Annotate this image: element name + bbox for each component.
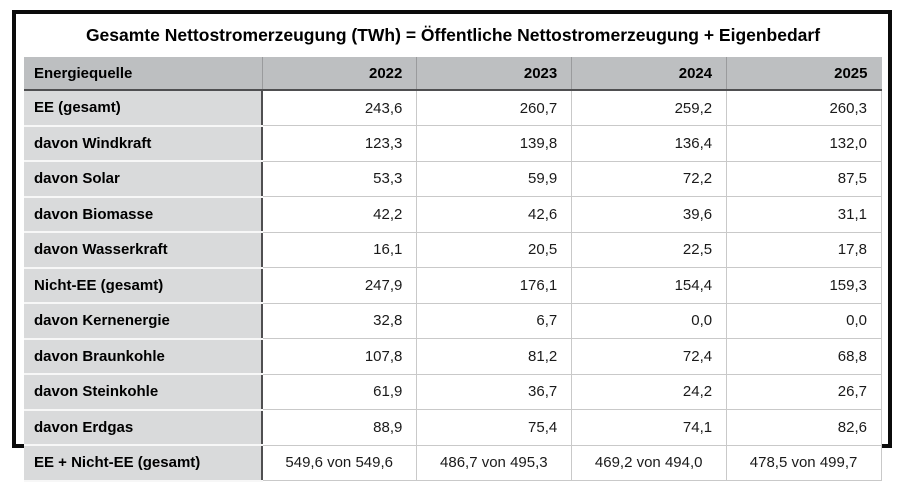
cell-2023: 42,6 — [416, 196, 573, 233]
cell-2025: 132,0 — [726, 125, 882, 162]
cell-2025: 478,5 von 499,7 — [726, 445, 882, 481]
table-row: Nicht-EE (gesamt) 247,9 176,1 154,4 159,… — [24, 267, 882, 304]
row-label: davon Solar — [24, 161, 263, 198]
cell-2024: 136,4 — [571, 125, 728, 162]
cell-2023: 75,4 — [416, 409, 573, 446]
cell-2023: 486,7 von 495,3 — [416, 445, 573, 481]
cell-2023: 59,9 — [416, 161, 573, 197]
cell-2024: 469,2 von 494,0 — [571, 445, 728, 481]
cell-2024: 39,6 — [571, 196, 728, 233]
cell-2025: 82,6 — [726, 409, 882, 446]
cell-2024: 22,5 — [571, 232, 728, 268]
column-header-2024: 2024 — [571, 57, 727, 91]
cell-2024: 72,4 — [571, 338, 728, 375]
cell-2023: 81,2 — [416, 338, 573, 375]
cell-2022: 42,2 — [262, 196, 418, 233]
cell-2023: 260,7 — [416, 90, 573, 126]
cell-2024: 24,2 — [571, 374, 728, 410]
page-title: Gesamte Nettostromerzeugung (TWh) = Öffe… — [85, 25, 821, 45]
cell-2025: 31,1 — [726, 196, 882, 233]
cell-2024: 74,1 — [571, 409, 728, 446]
cell-2023: 176,1 — [416, 267, 573, 304]
cell-2022: 123,3 — [262, 125, 418, 162]
table-row: davon Biomasse 42,2 42,6 39,6 31,1 — [24, 196, 882, 233]
row-label: davon Erdgas — [24, 409, 263, 446]
cell-2022: 53,3 — [262, 161, 418, 197]
column-header-energiequelle: Energiequelle — [24, 57, 262, 91]
table-row: davon Wasserkraft 16,1 20,5 22,5 17,8 — [24, 232, 882, 269]
cell-2025: 0,0 — [726, 303, 882, 339]
generation-table: Energiequelle 2022 2023 2024 2025 EE (ge… — [24, 57, 882, 482]
cell-2024: 154,4 — [571, 267, 728, 304]
header-row: Energiequelle 2022 2023 2024 2025 — [24, 57, 882, 91]
cell-2022: 107,8 — [262, 338, 418, 375]
row-label: EE (gesamt) — [24, 90, 263, 127]
table-row: davon Steinkohle 61,9 36,7 24,2 26,7 — [24, 374, 882, 411]
cell-2022: 32,8 — [262, 303, 418, 339]
column-header-2023: 2023 — [416, 57, 572, 91]
table-row: davon Windkraft 123,3 139,8 136,4 132,0 — [24, 125, 882, 162]
table-row: davon Erdgas 88,9 75,4 74,1 82,6 — [24, 409, 882, 446]
cell-2022: 88,9 — [262, 409, 418, 446]
cell-2025: 87,5 — [726, 161, 882, 197]
row-label: davon Kernenergie — [24, 303, 263, 340]
row-label: davon Braunkohle — [24, 338, 263, 375]
row-label: davon Biomasse — [24, 196, 263, 233]
row-label: davon Steinkohle — [24, 374, 263, 411]
cell-2023: 6,7 — [416, 303, 573, 339]
table-frame: Gesamte Nettostromerzeugung (TWh) = Öffe… — [12, 10, 892, 482]
cell-2022: 247,9 — [262, 267, 418, 304]
column-header-2022: 2022 — [261, 57, 417, 91]
cell-2022: 243,6 — [262, 90, 418, 126]
row-label: davon Windkraft — [24, 125, 263, 162]
row-label: Nicht-EE (gesamt) — [24, 267, 263, 304]
cell-2023: 20,5 — [416, 232, 573, 268]
cell-2022: 16,1 — [262, 232, 418, 268]
column-header-2025: 2025 — [726, 57, 882, 91]
table-body: EE (gesamt) 243,6 260,7 259,2 260,3 davo… — [24, 90, 882, 482]
table-row: davon Solar 53,3 59,9 72,2 87,5 — [24, 161, 882, 198]
cell-2024: 72,2 — [571, 161, 728, 197]
table-row: EE (gesamt) 243,6 260,7 259,2 260,3 — [24, 90, 882, 127]
table-header: Energiequelle 2022 2023 2024 2025 — [24, 57, 882, 91]
table-row: davon Kernenergie 32,8 6,7 0,0 0,0 — [24, 303, 882, 340]
cell-2025: 260,3 — [726, 90, 882, 126]
cell-2024: 259,2 — [571, 90, 728, 126]
cell-2023: 36,7 — [416, 374, 573, 410]
table-container: Gesamte Nettostromerzeugung (TWh) = Öffe… — [16, 14, 888, 482]
cell-2025: 26,7 — [726, 374, 882, 410]
cell-2022: 549,6 von 549,6 — [262, 445, 418, 481]
cell-2025: 159,3 — [726, 267, 882, 304]
cell-2025: 68,8 — [726, 338, 882, 375]
cell-2023: 139,8 — [416, 125, 573, 162]
cell-2024: 0,0 — [571, 303, 728, 339]
cell-2022: 61,9 — [262, 374, 418, 410]
table-row: davon Braunkohle 107,8 81,2 72,4 68,8 — [24, 338, 882, 375]
table-row: EE + Nicht-EE (gesamt) 549,6 von 549,6 4… — [24, 445, 882, 482]
row-label: davon Wasserkraft — [24, 232, 263, 269]
row-label: EE + Nicht-EE (gesamt) — [24, 445, 263, 482]
cell-2025: 17,8 — [726, 232, 882, 268]
